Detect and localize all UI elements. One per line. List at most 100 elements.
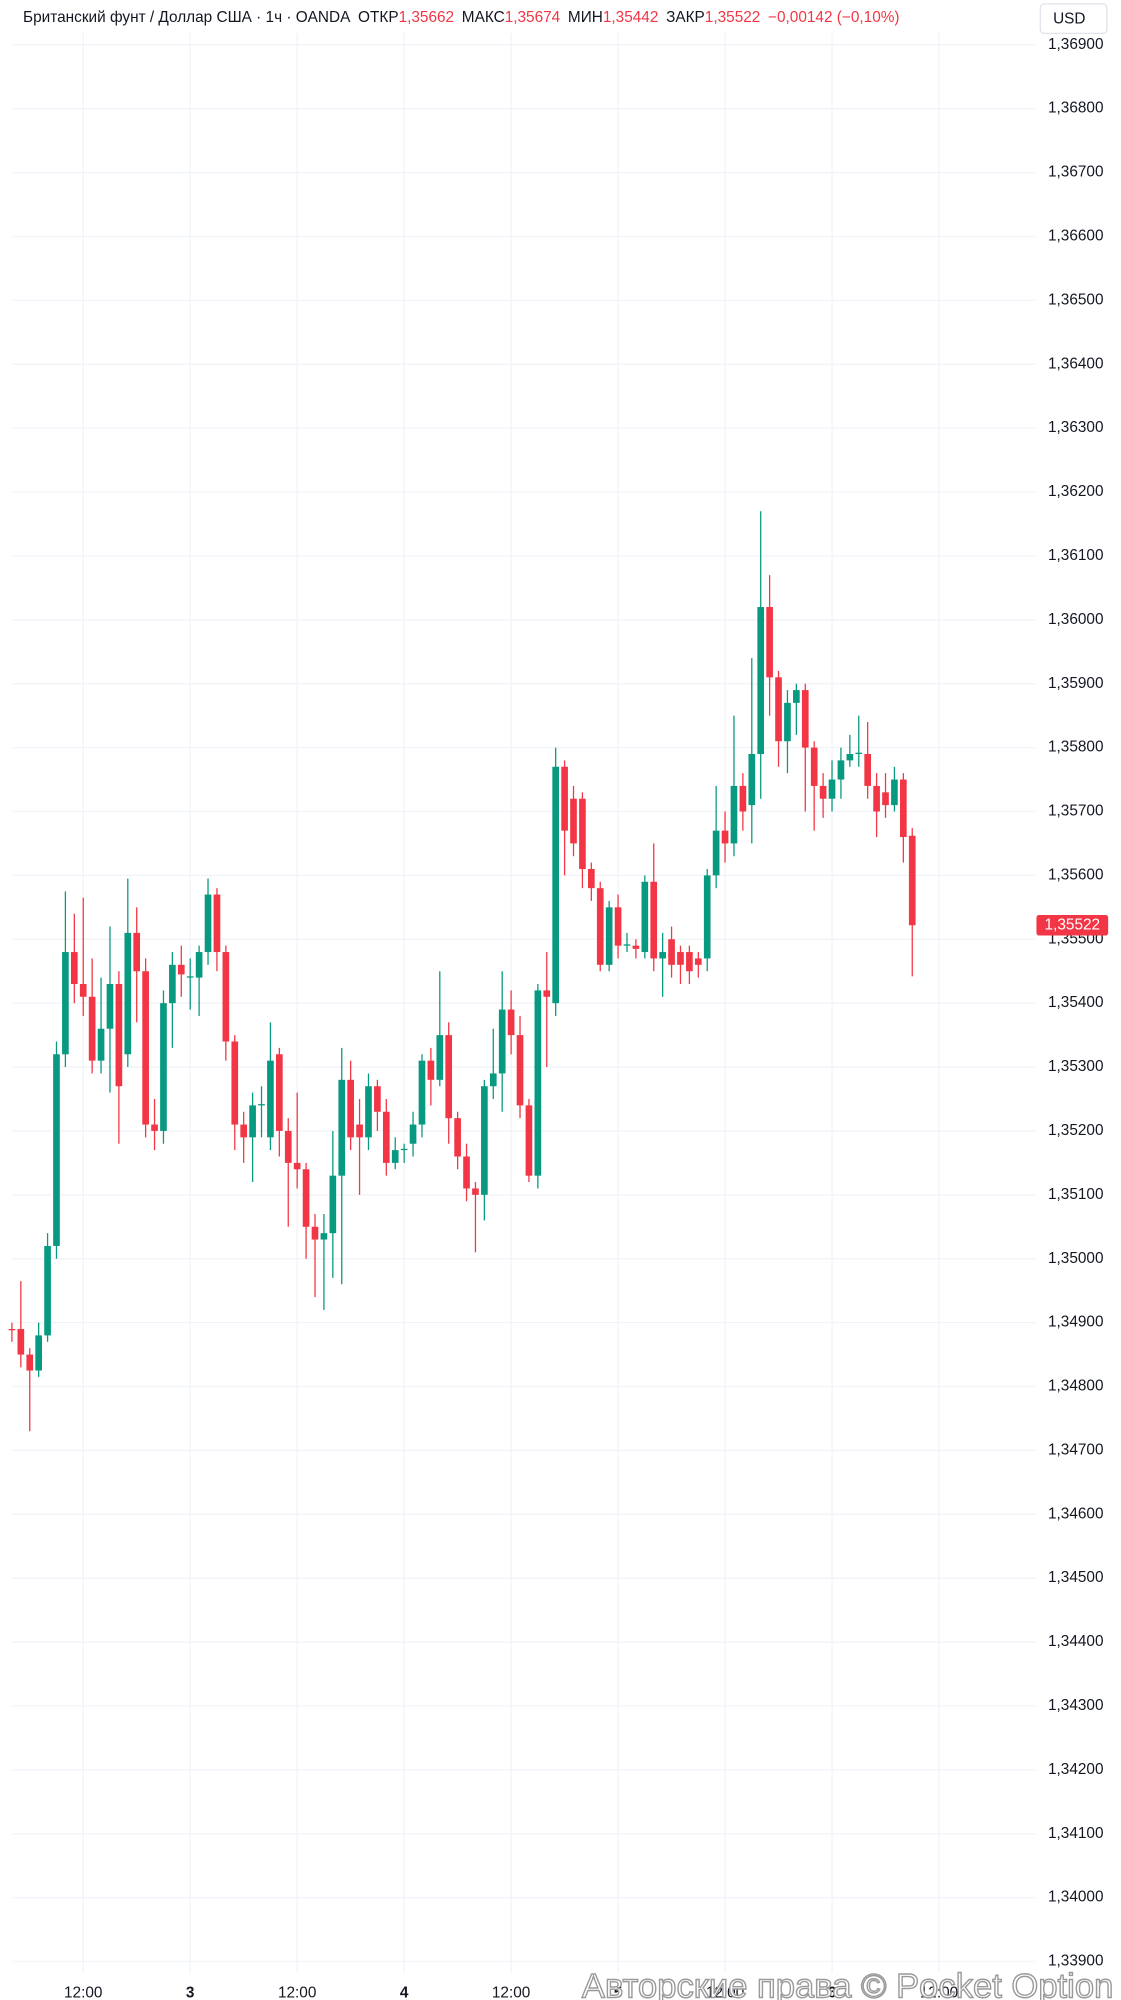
candle-body [775, 677, 782, 742]
candle-body [650, 881, 658, 959]
open-value: 1,35662 [399, 9, 455, 26]
candle-body [338, 1079, 346, 1176]
candle-body [534, 990, 542, 1176]
x-tick-label: 4 [400, 1985, 409, 2000]
currency-button[interactable]: USD [1039, 3, 1108, 35]
close-label: ЗАКР [666, 9, 705, 26]
candle-body [793, 690, 800, 703]
candle-body [445, 1035, 453, 1119]
candle-body [88, 996, 96, 1061]
candle-body [97, 1028, 105, 1061]
candle-body [374, 1086, 381, 1112]
candle-body [267, 1060, 274, 1138]
candle-body [186, 976, 194, 978]
candle-body [748, 753, 756, 806]
y-tick-label: 1,36300 [1048, 419, 1104, 436]
candle-body [864, 753, 872, 786]
candle-body [481, 1086, 488, 1195]
x-tick-label: 12:00 [64, 1985, 102, 2000]
y-tick-label: 1,33900 [1048, 1953, 1104, 1970]
candle-body [703, 875, 711, 959]
candle-body [302, 1169, 310, 1227]
y-tick-label: 1,35600 [1048, 866, 1104, 883]
high-label: МАКС [462, 9, 505, 26]
x-tick-label: 3 [186, 1985, 195, 2000]
candle-body [766, 607, 773, 678]
candle-body [801, 690, 809, 748]
y-tick-label: 1,35200 [1048, 1122, 1104, 1139]
candle-body [828, 779, 836, 799]
candle-body [222, 952, 230, 1042]
candle-body [418, 1060, 426, 1125]
change-value: −0,00142 (−0,10%) [768, 9, 900, 26]
candle-body [605, 907, 613, 965]
candle-body [177, 964, 185, 975]
currency-button-frame[interactable] [1039, 3, 1108, 35]
candle-body [365, 1086, 372, 1138]
y-tick-label: 1,34600 [1048, 1505, 1104, 1522]
candle-body [17, 1329, 25, 1355]
candle-body [26, 1354, 34, 1371]
candle-body [329, 1175, 337, 1234]
candle-body [409, 1124, 417, 1144]
x-tick-label: 12:00 [920, 1985, 958, 2000]
candle-body [391, 1150, 399, 1163]
candle-body [231, 1041, 239, 1125]
candle-body [721, 830, 729, 844]
candle-body [169, 964, 176, 1004]
candle-body [489, 1073, 497, 1087]
candle-body [873, 785, 880, 812]
y-tick-label: 1,35900 [1048, 675, 1104, 692]
y-tick-label: 1,36400 [1048, 355, 1104, 372]
candle-body [151, 1124, 158, 1131]
candle-body [195, 952, 203, 978]
candle-body [8, 1329, 16, 1331]
candle-body [284, 1130, 292, 1163]
candle-body [106, 983, 114, 1029]
candle-body [614, 907, 622, 946]
candle-body [258, 1104, 265, 1106]
last-price-tag: 1,35522 [1036, 914, 1109, 936]
candle-body [53, 1054, 60, 1246]
candle-body [757, 607, 765, 754]
candle-body [712, 830, 720, 876]
candle-body [124, 932, 132, 1055]
candle-body [694, 958, 702, 965]
candle-body [133, 932, 141, 972]
candle-body [347, 1079, 354, 1138]
y-tick-label: 1,36800 [1048, 100, 1104, 117]
candle-body [855, 752, 863, 754]
candle-body [525, 1105, 533, 1176]
candle-body [463, 1156, 470, 1189]
candle-body [293, 1162, 301, 1170]
watermark: Авторские права © Pocket Option [582, 1967, 1113, 2000]
price-axis: 1,33900 1,34000 1,34100 1,34200 1,34300 1,344… [1048, 36, 1104, 1970]
candle-body [507, 1009, 515, 1036]
y-tick-label: 1,36000 [1048, 611, 1104, 628]
candle-body [516, 1035, 524, 1106]
y-tick-label: 1,34700 [1048, 1441, 1104, 1458]
candle-body [730, 785, 738, 844]
candle-body [632, 945, 640, 949]
candle-body [115, 983, 123, 1087]
candle-body [891, 779, 898, 806]
candle-body [570, 798, 577, 844]
candle-body [498, 1009, 506, 1074]
y-tick-label: 1,35700 [1048, 803, 1104, 820]
open-label: ОТКР [358, 9, 399, 26]
candle-body [900, 779, 907, 838]
candle-body [659, 952, 666, 959]
y-tick-label: 1,34200 [1048, 1761, 1104, 1778]
candle-body [623, 944, 631, 946]
candle-body [160, 1003, 167, 1131]
currency-label[interactable]: USD [1053, 10, 1085, 27]
y-tick-label: 1,36900 [1048, 36, 1104, 53]
candle-body [382, 1111, 390, 1163]
candle-body [882, 792, 889, 806]
header-background [0, 0, 1032, 34]
candle-body [436, 1035, 444, 1080]
header-line: Британский фунт / Доллар США · 1ч · OAND… [23, 9, 899, 26]
y-tick-label: 1,36500 [1048, 291, 1104, 308]
y-tick-label: 1,34000 [1048, 1889, 1104, 1906]
candle-body [142, 971, 149, 1125]
